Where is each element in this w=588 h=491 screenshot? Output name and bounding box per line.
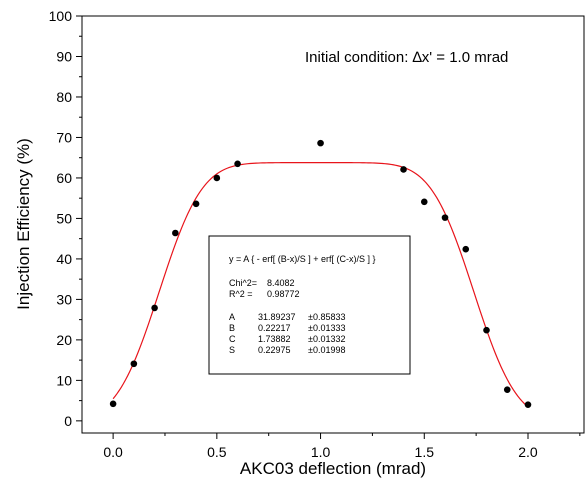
- y-axis-label: Injection Efficiency (%): [14, 138, 33, 310]
- data-point: [172, 229, 179, 237]
- data-point: [234, 160, 241, 168]
- param-value: 31.89237: [258, 312, 296, 322]
- data-point: [317, 139, 324, 147]
- y-tick-label: 10: [56, 372, 72, 388]
- data-point: [151, 304, 158, 312]
- y-tick-label: 60: [56, 170, 72, 186]
- param-value: 0.22975: [258, 345, 291, 355]
- y-axis-ticks: 0 10 20 30 40 50 60 70 80 90 100: [49, 8, 82, 429]
- fit-equation: y = A { - erf[ (B-x)/S ] + erf[ (C-x)/S …: [229, 254, 376, 264]
- y-tick-label: 50: [56, 210, 72, 226]
- param-name: A: [229, 312, 235, 322]
- data-point: [213, 174, 221, 182]
- data-point: [400, 166, 407, 173]
- param-error: ±0.01998: [308, 345, 345, 355]
- y-tick-label: 0: [64, 413, 72, 429]
- y-tick-label: 100: [49, 8, 73, 24]
- y-tick-label: 70: [56, 129, 72, 145]
- param-value: 1.73882: [258, 334, 291, 344]
- chi2-value: 8.4082: [267, 278, 295, 288]
- y-tick-label: 30: [56, 291, 72, 307]
- x-axis-label: AKC03 deflection (mrad): [240, 459, 426, 478]
- param-error: ±0.01332: [308, 334, 345, 344]
- y-tick-label: 20: [56, 332, 72, 348]
- data-point: [130, 360, 138, 368]
- param-error: ±0.01333: [308, 323, 345, 333]
- param-name: C: [229, 334, 236, 344]
- x-axis-ticks: 0.0 0.5 1.0 1.5 2.0: [103, 433, 581, 460]
- data-point: [109, 400, 117, 408]
- data-point: [524, 401, 532, 408]
- x-tick-label: 0.5: [207, 444, 227, 460]
- y-tick-label: 40: [56, 251, 72, 267]
- plot-frame: [81, 15, 585, 434]
- chi2-label: Chi^2=: [229, 278, 257, 288]
- r2-label: R^2 =: [229, 289, 252, 299]
- param-value: 0.22217: [258, 323, 291, 333]
- x-tick-label: 2.0: [518, 444, 538, 460]
- x-tick-label: 0.0: [103, 444, 123, 460]
- param-name: S: [229, 345, 235, 355]
- data-point: [192, 200, 200, 208]
- y-tick-label: 90: [56, 48, 72, 64]
- fit-box-frame: [208, 235, 411, 375]
- fit-curve-layer: [112, 162, 529, 408]
- param-name: B: [229, 323, 235, 333]
- data-point: [483, 326, 490, 334]
- data-points-layer: [109, 139, 532, 408]
- initial-condition-annotation: Initial condition: ∆x' = 1.0 mrad: [305, 49, 508, 66]
- x-tick-label: 1.0: [311, 444, 331, 460]
- y-tick-label: 80: [56, 89, 72, 105]
- data-point: [462, 245, 470, 253]
- fit-curve-line: [112, 162, 529, 408]
- fit-results-box: y = A { - erf[ (B-x)/S ] + erf[ (C-x)/S …: [208, 235, 411, 375]
- data-point: [420, 198, 428, 206]
- r2-value: 0.98772: [267, 289, 300, 299]
- param-error: ±0.85833: [308, 312, 345, 322]
- data-point: [503, 386, 511, 393]
- x-tick-label: 1.5: [415, 444, 435, 460]
- data-point: [441, 214, 449, 221]
